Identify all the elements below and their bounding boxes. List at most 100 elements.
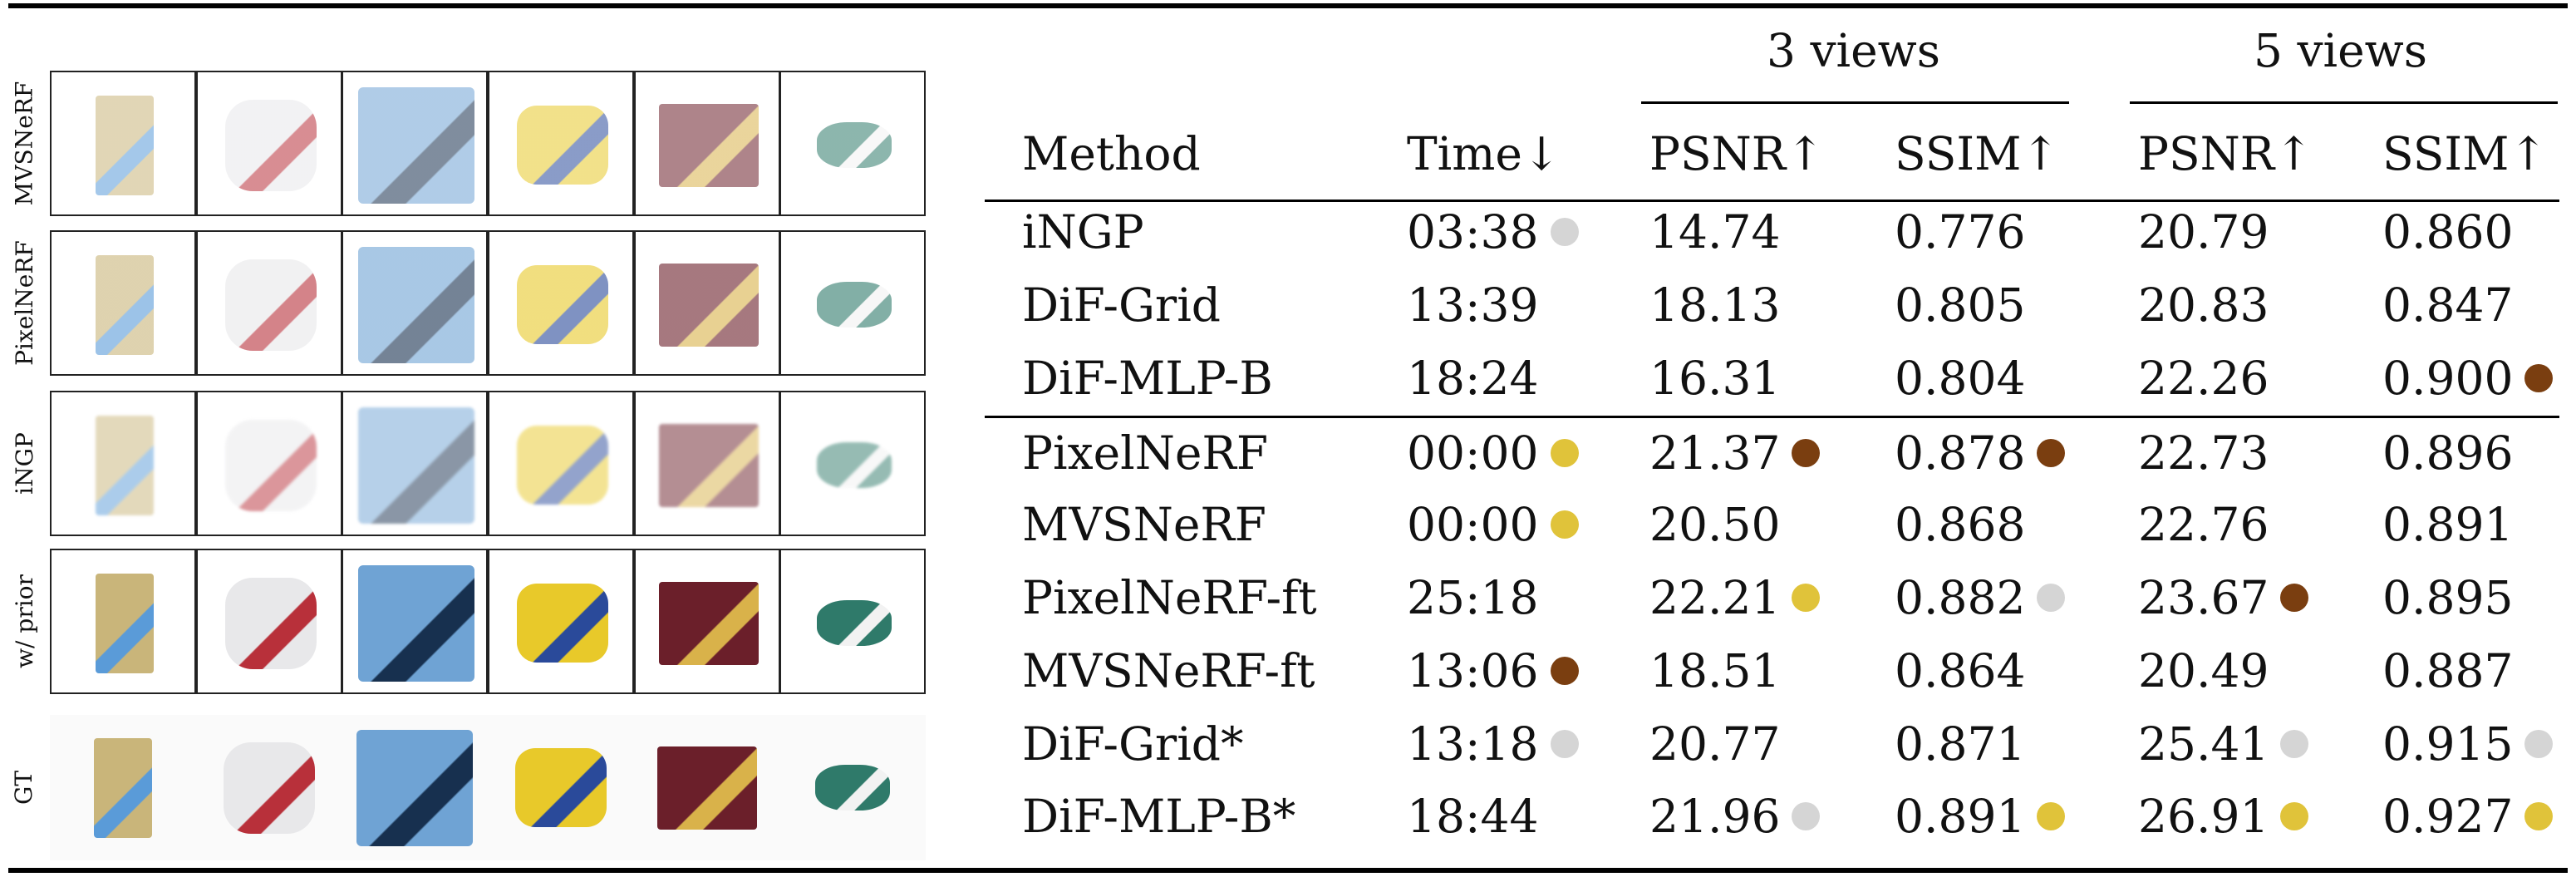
cell-value: PixelNeRF <box>1022 426 1269 480</box>
cell-value: PixelNeRF-ft <box>1022 571 1317 624</box>
psnr-5-views-cell: 23.67 <box>2138 575 2309 621</box>
rank-gold-dot-icon <box>1550 439 1579 467</box>
group-header-3-views: 3 views <box>1767 24 1940 77</box>
cell-value: 26.91 <box>2138 790 2269 843</box>
psnr-3-views-cell: 18.13 <box>1649 283 1780 328</box>
render-thumbnail <box>634 549 780 694</box>
cell-value: 0.871 <box>1895 717 2026 771</box>
render-thumbnail <box>488 715 634 860</box>
rank-silver-dot-icon <box>1550 218 1579 246</box>
render-thumbnail <box>779 549 926 694</box>
ssim-5-views-cell: 0.860 <box>2382 209 2513 255</box>
ssim-5-views-cell: 0.895 <box>2382 575 2513 621</box>
time-cell: 03:38 <box>1407 209 1579 255</box>
psnr-3-views-cell: 20.77 <box>1649 722 1780 767</box>
col-header-psnr-3: PSNR↑ <box>1649 127 1825 180</box>
ssim-3-views-cell: 0.878 <box>1895 431 2066 476</box>
method-cell: PixelNeRF-ft <box>1022 575 1317 621</box>
rank-silver-dot-icon <box>1792 802 1821 830</box>
ssim-5-views-cell: 0.847 <box>2382 283 2513 328</box>
method-cell: DiF-MLP-B <box>1022 356 1273 402</box>
object-render <box>225 259 317 351</box>
object-render <box>358 86 474 204</box>
psnr-3-views-cell: 21.96 <box>1649 794 1821 840</box>
method-cell: iNGP <box>1022 209 1144 255</box>
time-cell: 18:44 <box>1407 794 1539 840</box>
rank-gold-dot-icon <box>1550 510 1579 539</box>
ssim-5-views-cell: 0.887 <box>2382 648 2513 694</box>
psnr-3-views-cell: 22.21 <box>1649 575 1821 621</box>
method-cell: DiF-Grid* <box>1022 722 1244 767</box>
cell-value: 18:44 <box>1407 790 1539 843</box>
cell-value: MVSNeRF <box>1022 498 1266 551</box>
rank-bronze-dot-icon <box>1550 657 1579 685</box>
object-render <box>659 263 759 347</box>
group-underline-3-views <box>1641 101 2069 104</box>
render-thumbnail <box>634 391 780 536</box>
cell-value: 0.878 <box>1895 426 2026 480</box>
method-cell: PixelNeRF <box>1022 431 1268 476</box>
cell-value: 0.895 <box>2382 571 2514 624</box>
ssim-3-views-cell: 0.871 <box>1895 722 2025 767</box>
object-render <box>96 254 154 355</box>
ssim-5-views-cell: 0.915 <box>2382 722 2554 767</box>
object-render <box>659 103 759 187</box>
cell-value: 0.868 <box>1895 498 2026 551</box>
render-thumbnail <box>196 549 342 694</box>
col-header-psnr-5: PSNR↑ <box>2138 127 2313 180</box>
col-header-ssim-3: SSIM↑ <box>1895 127 2060 180</box>
ssim-3-views-cell: 0.805 <box>1895 283 2025 328</box>
render-thumbnail <box>50 230 196 376</box>
psnr-5-views-cell: 20.79 <box>2138 209 2269 255</box>
render-thumbnail <box>488 71 634 216</box>
cell-value: 20.50 <box>1649 498 1781 551</box>
object-render <box>517 426 608 505</box>
object-render <box>659 581 759 665</box>
object-render <box>358 564 474 682</box>
render-thumbnail <box>342 715 488 860</box>
method-cell: MVSNeRF-ft <box>1022 648 1315 694</box>
cell-value: 00:00 <box>1407 426 1539 480</box>
row-label: MVSNeRF <box>10 81 38 206</box>
bottom-rule <box>8 868 2568 873</box>
method-cell: DiF-Grid <box>1022 283 1221 328</box>
render-thumbnail <box>50 549 196 694</box>
render-thumbnail <box>50 71 196 216</box>
col-header-ssim-5: SSIM↑ <box>2382 127 2548 180</box>
time-cell: 13:06 <box>1407 648 1579 694</box>
psnr-5-views-cell: 20.49 <box>2138 648 2269 694</box>
object-render <box>515 748 607 827</box>
rank-gold-dot-icon <box>1792 584 1821 612</box>
cell-value: 14.74 <box>1649 205 1781 259</box>
object-render <box>225 577 317 669</box>
psnr-5-views-cell: 20.83 <box>2138 283 2269 328</box>
render-thumbnail <box>196 71 342 216</box>
object-render <box>356 729 473 846</box>
cell-value: 21.96 <box>1649 790 1781 843</box>
cell-value: 18:24 <box>1407 352 1539 405</box>
object-render <box>659 423 759 507</box>
cell-value: 03:38 <box>1407 205 1539 259</box>
object-render <box>225 99 317 191</box>
group-underline-5-views <box>2130 101 2558 104</box>
rank-bronze-dot-icon <box>2280 584 2309 612</box>
row-label: w/ prior <box>10 574 38 668</box>
time-cell: 25:18 <box>1407 575 1539 621</box>
cell-value: 20.79 <box>2138 205 2269 259</box>
object-render <box>358 246 474 363</box>
ssim-3-views-cell: 0.776 <box>1895 209 2025 255</box>
render-thumbnail <box>342 391 488 536</box>
rank-gold-dot-icon <box>2037 802 2066 830</box>
object-render <box>358 406 474 524</box>
cell-value: 22.26 <box>2138 352 2269 405</box>
cell-value: 0.891 <box>2382 498 2514 551</box>
cell-value: 0.860 <box>2382 205 2514 259</box>
psnr-5-views-cell: 26.91 <box>2138 794 2309 840</box>
rank-silver-dot-icon <box>2280 730 2309 758</box>
cell-value: 20.77 <box>1649 717 1781 771</box>
cell-value: 0.891 <box>1895 790 2026 843</box>
render-thumbnail <box>488 230 634 376</box>
psnr-3-views-cell: 18.51 <box>1649 648 1780 694</box>
rank-bronze-dot-icon <box>2524 364 2554 392</box>
psnr-5-views-cell: 22.26 <box>2138 356 2269 402</box>
